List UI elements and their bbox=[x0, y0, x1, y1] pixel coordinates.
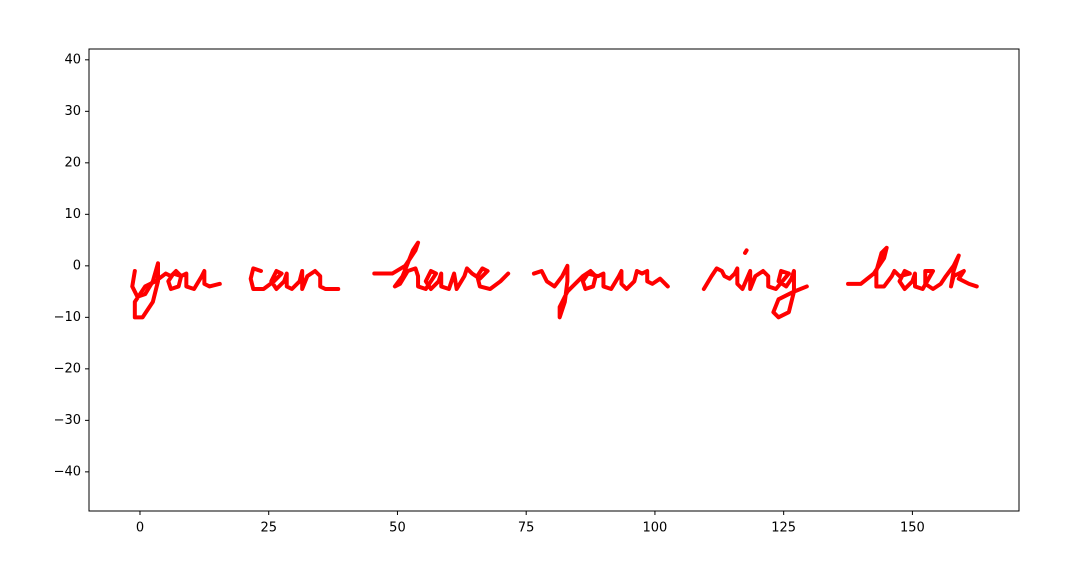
y-tick-label: 0 bbox=[73, 258, 81, 273]
line-series bbox=[130, 240, 979, 320]
y-tick-label: −40 bbox=[54, 464, 81, 479]
x-tick-label: 25 bbox=[260, 521, 277, 536]
y-tick-label: −10 bbox=[54, 310, 81, 325]
x-tick-label: 125 bbox=[771, 521, 796, 536]
x-tick-label: 150 bbox=[900, 521, 925, 536]
x-tick-label: 75 bbox=[518, 521, 535, 536]
y-tick-label: 40 bbox=[64, 52, 81, 67]
y-tick-label: −30 bbox=[54, 413, 81, 428]
x-tick-label: 0 bbox=[136, 521, 144, 536]
y-tick-label: 30 bbox=[64, 104, 81, 119]
y-tick-label: −20 bbox=[54, 361, 81, 376]
x-tick-label: 50 bbox=[389, 521, 406, 536]
y-tick-label: 10 bbox=[64, 207, 81, 222]
x-tick-label: 100 bbox=[643, 521, 668, 536]
y-tick-label: 20 bbox=[64, 155, 81, 170]
plot-frame bbox=[88, 48, 1020, 512]
